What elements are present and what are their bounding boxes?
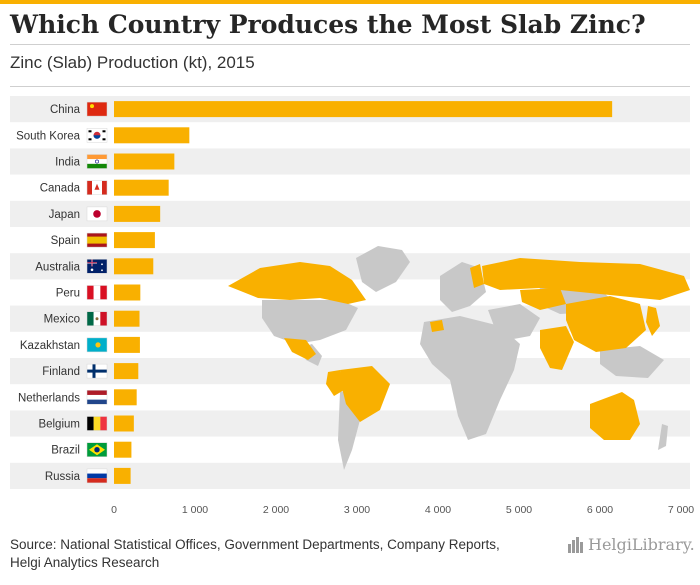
canada-flag-icon xyxy=(86,180,108,195)
chart-title: Which Country Produces the Most Slab Zin… xyxy=(10,10,646,39)
map-russia xyxy=(482,258,690,300)
category-label: Belgium xyxy=(38,419,80,431)
bar-australia xyxy=(114,258,154,275)
map-se-asia xyxy=(600,346,664,378)
japan-flag-icon xyxy=(86,206,108,222)
map-middle-east xyxy=(488,304,540,340)
mexico-flag-icon xyxy=(86,311,108,326)
bar-canada xyxy=(114,179,169,196)
x-tick-label: 4 000 xyxy=(425,504,451,516)
bar-brazil xyxy=(114,441,132,458)
bars xyxy=(114,101,613,484)
bar-spain xyxy=(114,232,155,249)
flags xyxy=(86,101,108,484)
netherlands-flag-icon xyxy=(86,390,108,405)
x-tick-label: 3 000 xyxy=(344,504,370,516)
bar-finland xyxy=(114,363,139,380)
bar-japan xyxy=(114,205,161,222)
category-label: Russia xyxy=(45,471,81,483)
source-note: Source: National Statistical Offices, Go… xyxy=(10,536,500,572)
map-peru xyxy=(326,370,344,396)
bar-chart: China South Korea India Canada Japan Spain Aus… xyxy=(10,96,694,516)
category-label: Netherlands xyxy=(18,392,80,404)
map-india xyxy=(540,326,574,370)
x-axis-ticks: 0 1 000 2 000 3 000 4 000 5 000 6 000 7 000 xyxy=(111,504,694,516)
map-mexico xyxy=(284,338,316,360)
category-labels: China South Korea India Canada Japan Spain Aus… xyxy=(16,104,81,483)
map-greenland xyxy=(356,246,410,292)
india-flag-icon xyxy=(86,154,108,169)
x-tick-label: 7 000 xyxy=(668,504,694,516)
category-label: Finland xyxy=(42,366,80,378)
australia-flag-icon xyxy=(86,259,108,274)
x-tick-label: 2 000 xyxy=(263,504,289,516)
title-divider xyxy=(10,44,690,45)
map-china xyxy=(566,296,646,352)
map-australia xyxy=(590,392,640,440)
map-usa xyxy=(262,300,358,344)
china-flag-icon xyxy=(86,101,108,117)
category-label: China xyxy=(50,104,81,116)
brazil-flag-icon xyxy=(86,442,108,457)
library-logo-icon xyxy=(568,536,584,553)
x-tick-label: 5 000 xyxy=(506,504,532,516)
belgium-flag-icon xyxy=(86,416,108,431)
map-finland xyxy=(470,264,484,288)
chart-subtitle: Zinc (Slab) Production (kt), 2015 xyxy=(10,53,255,72)
map-brazil xyxy=(340,366,390,422)
world-map xyxy=(228,246,690,470)
x-tick-label: 6 000 xyxy=(587,504,613,516)
category-label: Canada xyxy=(40,183,81,195)
row-band xyxy=(10,148,690,175)
map-new-zealand xyxy=(658,424,668,450)
peru-flag-icon xyxy=(86,285,108,300)
category-label: South Korea xyxy=(16,130,81,142)
south-korea-flag-icon xyxy=(86,128,108,143)
category-label: Mexico xyxy=(44,314,80,326)
map-canada xyxy=(228,262,366,304)
spain-flag-icon xyxy=(86,232,108,248)
bar-russia xyxy=(114,467,131,484)
kazakhstan-flag-icon xyxy=(86,337,108,353)
x-tick-label: 0 xyxy=(111,504,117,516)
top-accent-bar xyxy=(0,0,700,4)
category-label: Spain xyxy=(51,235,80,247)
subtitle-divider xyxy=(10,86,690,87)
category-label: Peru xyxy=(56,288,80,300)
bar-south-korea xyxy=(114,127,190,144)
category-label: Australia xyxy=(35,261,80,273)
category-label: Kazakhstan xyxy=(20,340,80,352)
map-africa xyxy=(420,316,520,440)
row-band xyxy=(10,462,690,489)
category-label: Brazil xyxy=(51,445,80,457)
x-tick-label: 1 000 xyxy=(182,504,208,516)
map-kazakhstan xyxy=(520,288,566,310)
source-line-2: Helgi Analytics Research xyxy=(10,555,160,570)
bar-netherlands xyxy=(114,389,137,406)
bar-belgium xyxy=(114,415,134,432)
helgi-library-logo: HelgiLibrary. xyxy=(568,535,695,554)
russia-flag-icon xyxy=(86,468,108,484)
bar-peru xyxy=(114,284,141,301)
category-label: India xyxy=(55,157,81,169)
source-line-1: Source: National Statistical Offices, Go… xyxy=(10,537,500,552)
map-korea-japan xyxy=(646,306,660,336)
logo-text: HelgiLibrary. xyxy=(588,535,695,554)
category-label: Japan xyxy=(49,209,80,221)
finland-flag-icon xyxy=(86,363,108,379)
bar-mexico xyxy=(114,310,140,327)
bar-china xyxy=(114,101,613,118)
bar-kazakhstan xyxy=(114,336,140,353)
bar-india xyxy=(114,153,175,170)
map-spain xyxy=(430,320,444,332)
row-band xyxy=(10,200,690,227)
